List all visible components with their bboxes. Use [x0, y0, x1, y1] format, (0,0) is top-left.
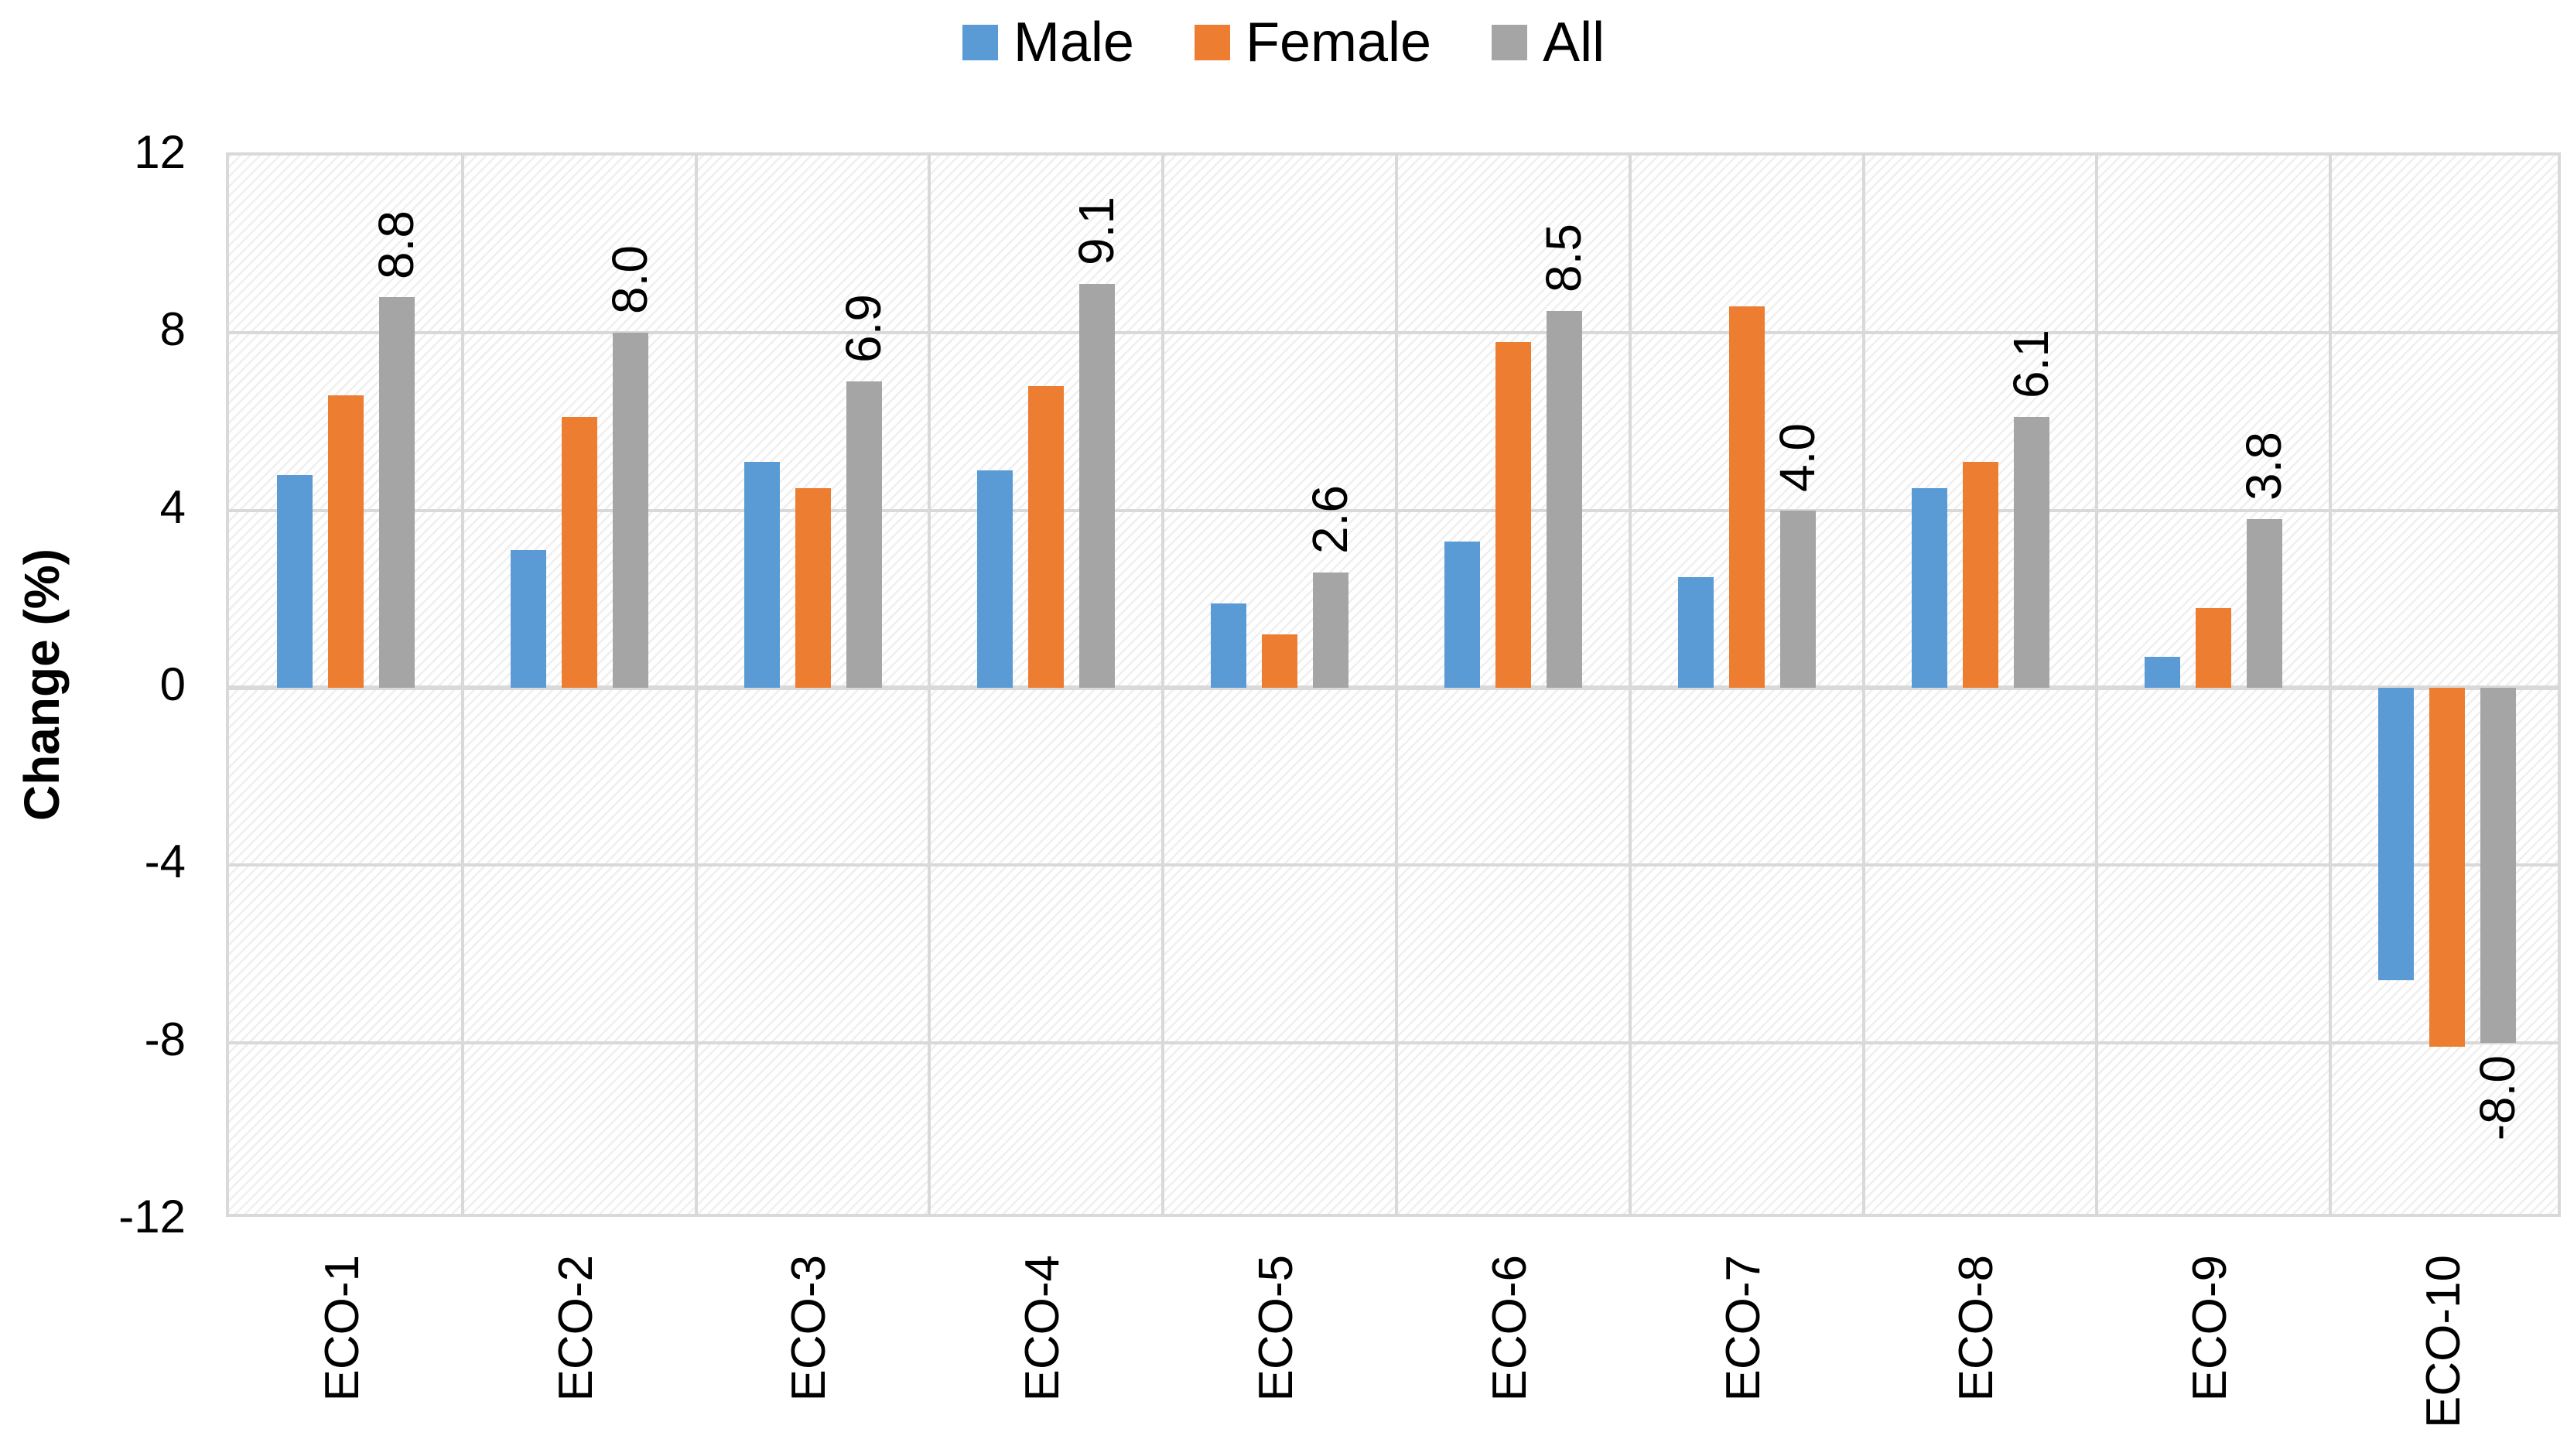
y-tick-label: -8: [144, 1013, 186, 1065]
bar-all-eco-9: [2247, 519, 2283, 688]
x-axis-label: ECO-3: [782, 1255, 836, 1402]
plot-area: 8.8 8.0 6.9 9.1 2.6 8.5 4.0 6.1 3.8 -8.0: [226, 152, 2561, 1217]
bar-male-eco-7: [1677, 576, 1714, 688]
vertical-gridline: [1161, 156, 1165, 1214]
x-axis-label-cell: ECO-4: [926, 1255, 1160, 1456]
bar-male-eco-3: [743, 461, 780, 688]
bar-all-eco-4: [1079, 284, 1116, 688]
bar-all-eco-6: [1546, 310, 1582, 688]
x-axis-label-cell: ECO-7: [1627, 1255, 1861, 1456]
bar-female-eco-6: [1495, 341, 1531, 688]
y-tick-label: 0: [159, 658, 186, 710]
x-axis-label: ECO-8: [1950, 1255, 2004, 1402]
data-label-eco-7: 4.0: [1769, 422, 1825, 492]
y-axis-tick-labels: 12 8 4 0 -4 -8 -12: [0, 129, 186, 1240]
legend-label: Female: [1245, 12, 1432, 73]
data-label-eco-2: 8.0: [601, 245, 658, 315]
bar-male-eco-4: [977, 470, 1013, 688]
x-axis-label-cell: ECO-1: [226, 1255, 460, 1456]
horizontal-gridline: [229, 331, 2558, 335]
bar-female-eco-10: [2429, 688, 2466, 1048]
legend-label: Male: [1013, 12, 1134, 73]
y-tick-label: 4: [159, 480, 186, 533]
vertical-gridline: [928, 156, 931, 1214]
vertical-gridline: [1395, 156, 1398, 1214]
bar-all-eco-3: [846, 381, 882, 688]
x-axis-label-cell: ECO-5: [1160, 1255, 1393, 1456]
legend-swatch-icon: [1492, 25, 1528, 60]
data-label-eco-8: 6.1: [2002, 330, 2059, 399]
x-axis-label-cell: ECO-10: [2327, 1255, 2561, 1456]
zero-axis-line: [229, 685, 2558, 690]
x-axis-label: ECO-9: [2183, 1255, 2237, 1402]
bar-all-eco-2: [612, 333, 648, 688]
horizontal-gridline: [229, 863, 2558, 867]
data-label-eco-3: 6.9: [835, 294, 891, 364]
bar-female-eco-2: [561, 417, 597, 688]
bar-female-eco-5: [1262, 634, 1298, 688]
vertical-gridline: [1628, 156, 1632, 1214]
bar-all-eco-7: [1779, 510, 1816, 688]
legend-item-all: All: [1492, 15, 1605, 70]
vertical-gridline: [1861, 156, 1865, 1214]
bar-female-eco-9: [2196, 607, 2232, 688]
data-label-eco-1: 8.8: [367, 210, 424, 279]
bar-male-eco-8: [1911, 488, 1947, 688]
x-axis-label: ECO-1: [315, 1255, 369, 1402]
bar-all-eco-5: [1313, 572, 1349, 688]
legend-item-male: Male: [962, 15, 1134, 70]
data-label-eco-10: -8.0: [2470, 1054, 2526, 1140]
bar-female-eco-8: [1962, 461, 1998, 688]
bar-all-eco-8: [2013, 417, 2049, 688]
x-axis-label: ECO-7: [1716, 1255, 1770, 1402]
bar-male-eco-10: [2378, 688, 2415, 981]
x-axis-label-cell: ECO-3: [693, 1255, 927, 1456]
vertical-gridline: [2329, 156, 2333, 1214]
y-tick-label: -12: [118, 1191, 186, 1242]
x-axis-label-cell: ECO-6: [1393, 1255, 1627, 1456]
data-label-eco-6: 8.5: [1535, 223, 1591, 292]
legend-label: All: [1543, 12, 1605, 73]
data-label-eco-4: 9.1: [1068, 197, 1125, 266]
data-label-eco-9: 3.8: [2236, 432, 2292, 501]
horizontal-gridline: [229, 1041, 2558, 1044]
x-axis-label: ECO-10: [2417, 1255, 2471, 1428]
bar-male-eco-2: [510, 550, 546, 688]
x-axis-labels: ECO-1 ECO-2 ECO-3 ECO-4 ECO-5 ECO-6 ECO-7 ECO-8…: [226, 1255, 2561, 1456]
bar-all-eco-1: [378, 297, 415, 688]
bar-all-eco-10: [2480, 688, 2517, 1043]
horizontal-gridline: [229, 508, 2558, 512]
chart-legend: Male Female All: [0, 8, 2567, 77]
x-axis-label: ECO-4: [1016, 1255, 1070, 1402]
bar-female-eco-1: [327, 395, 364, 688]
bar-male-eco-1: [276, 474, 313, 688]
bar-female-eco-3: [795, 488, 831, 688]
vertical-gridline: [694, 156, 698, 1214]
bar-male-eco-9: [2145, 656, 2181, 688]
bar-female-eco-4: [1028, 386, 1065, 688]
y-tick-label: -4: [144, 836, 186, 888]
data-label-eco-5: 2.6: [1302, 484, 1359, 554]
bar-male-eco-5: [1211, 603, 1247, 688]
x-axis-label-cell: ECO-9: [2094, 1255, 2327, 1456]
legend-swatch-icon: [962, 25, 998, 60]
legend-item-female: Female: [1194, 12, 1432, 73]
x-axis-label-cell: ECO-8: [1861, 1255, 2094, 1456]
x-axis-label-cell: ECO-2: [460, 1255, 693, 1456]
vertical-gridline: [2095, 156, 2099, 1214]
bar-male-eco-6: [1444, 541, 1480, 688]
legend-swatch-icon: [1194, 25, 1230, 60]
bar-female-eco-7: [1728, 306, 1765, 688]
x-axis-label: ECO-6: [1482, 1255, 1536, 1402]
x-axis-label: ECO-5: [1249, 1255, 1304, 1402]
vertical-gridline: [460, 156, 464, 1214]
y-tick-label: 8: [159, 303, 186, 356]
y-tick-label: 12: [134, 126, 186, 178]
x-axis-label: ECO-2: [549, 1255, 603, 1402]
